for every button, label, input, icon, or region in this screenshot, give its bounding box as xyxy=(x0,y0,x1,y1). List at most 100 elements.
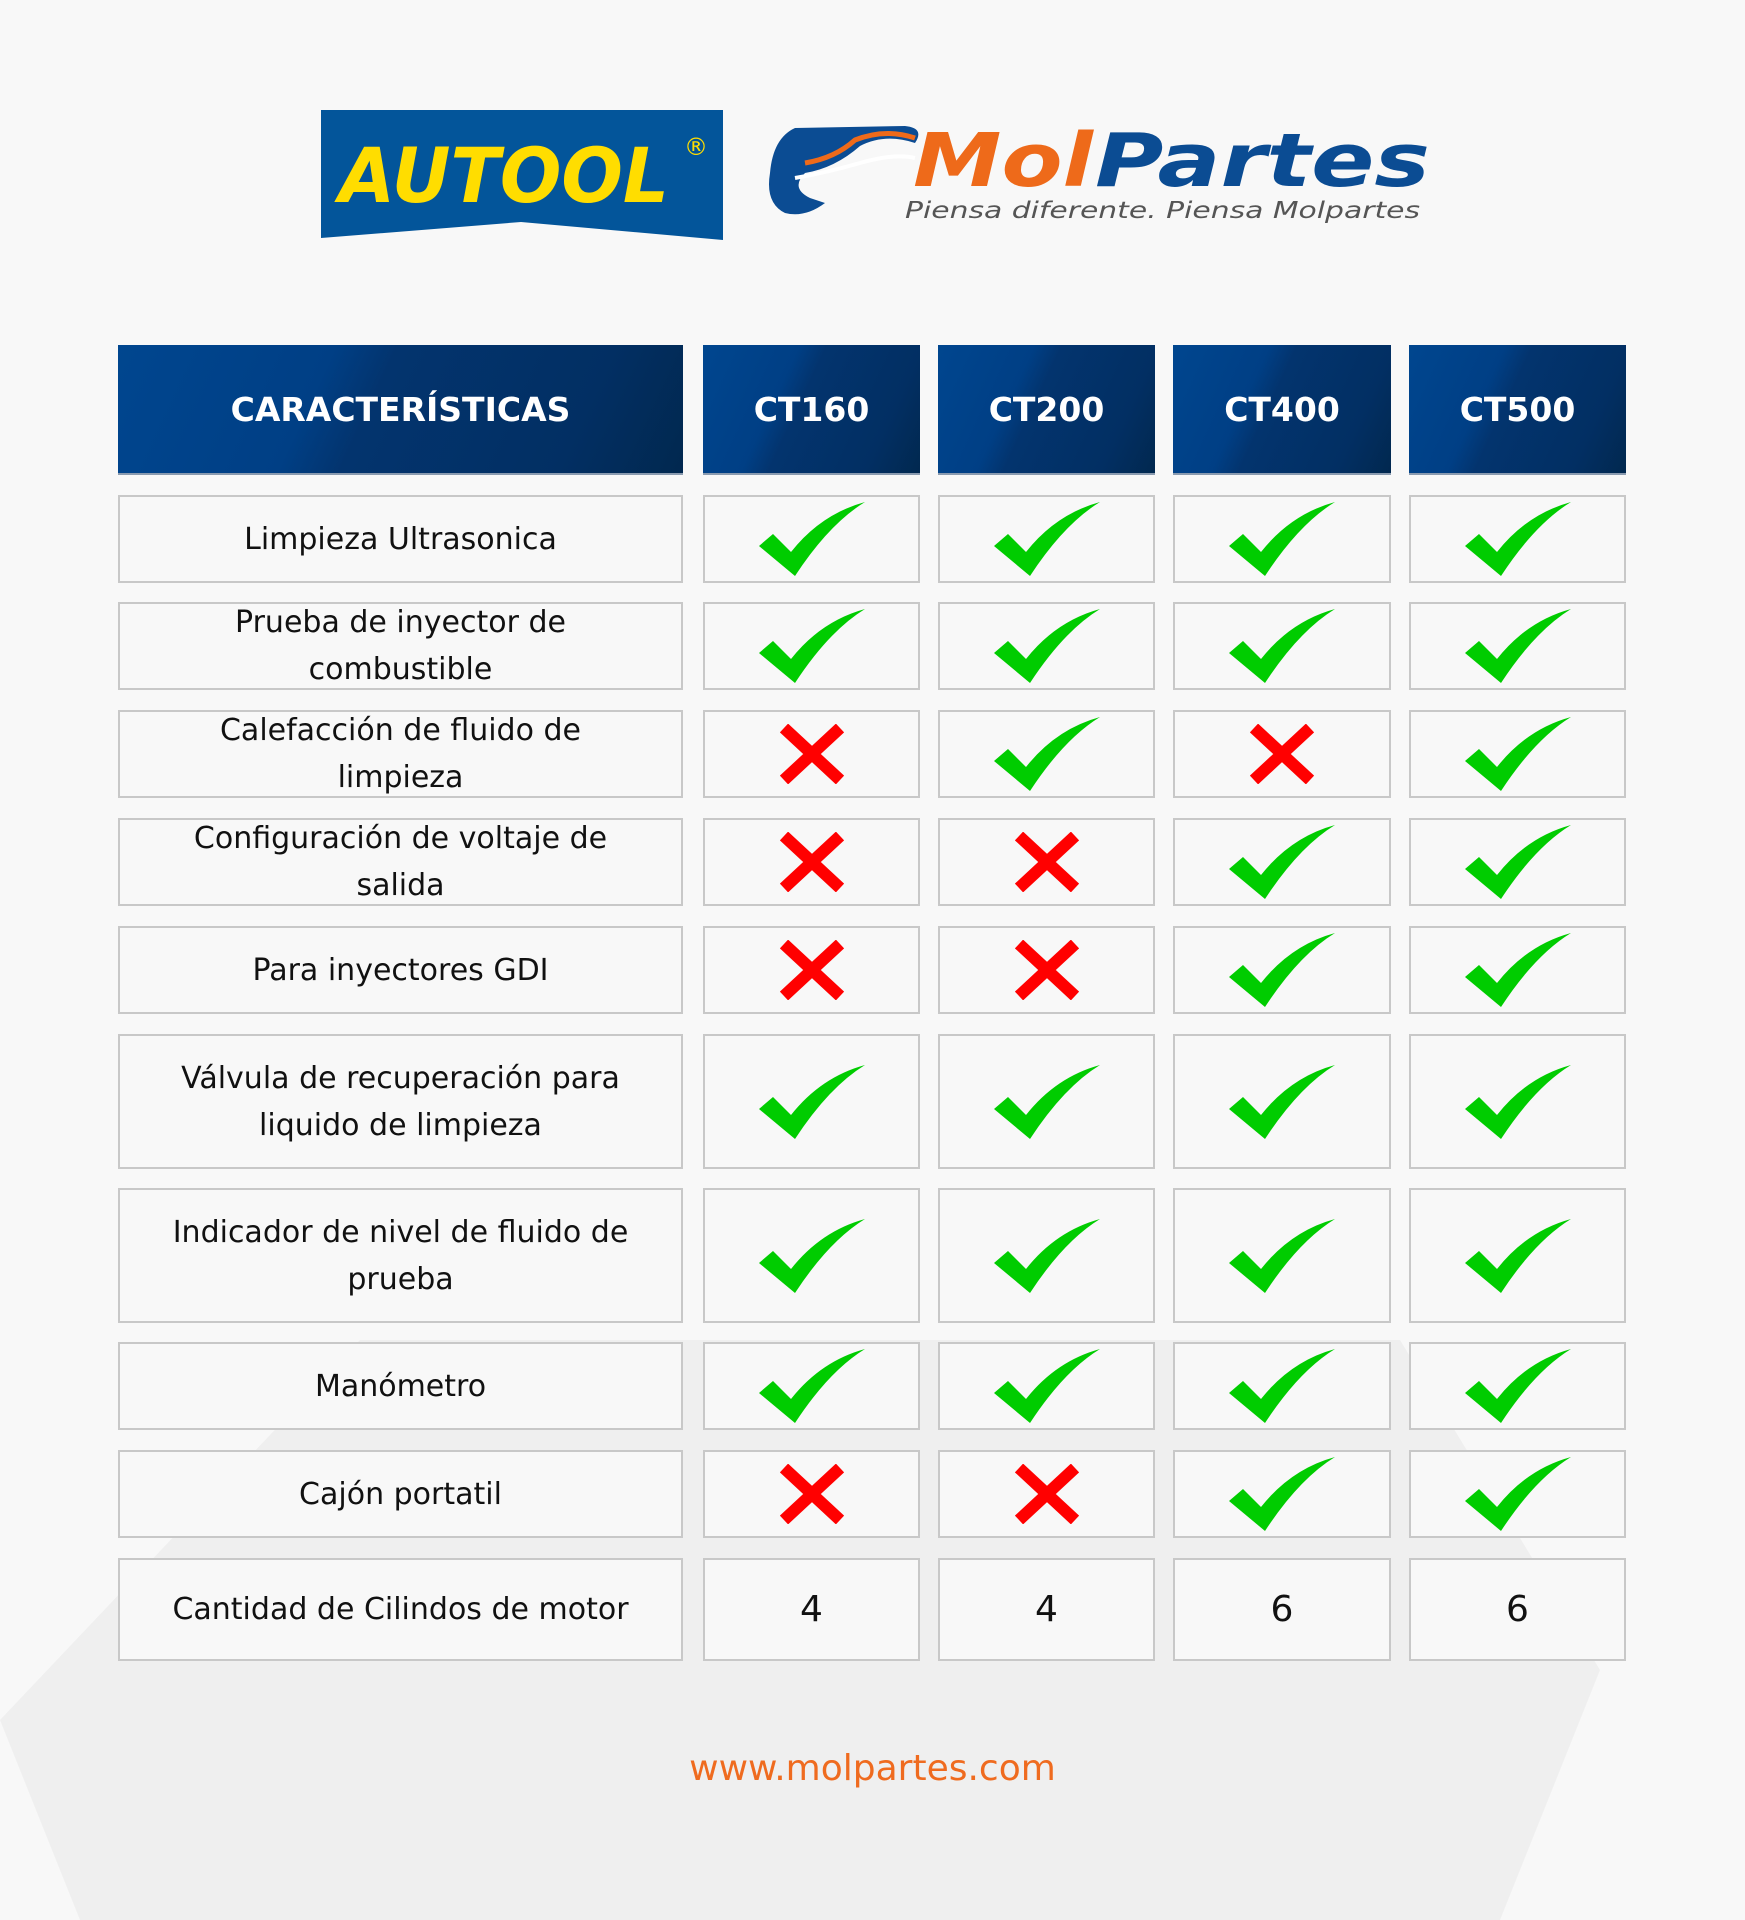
feature-cell: Configuración de voltaje de salida xyxy=(118,818,683,906)
feature-label: Prueba de inyector de combustible xyxy=(235,605,566,687)
feature-cell: Prueba de inyector de combustible xyxy=(118,602,683,690)
value-cell xyxy=(1409,926,1626,1014)
value-cell xyxy=(938,495,1155,583)
cross-icon xyxy=(779,940,844,1000)
feature-cell: Limpieza Ultrasonica xyxy=(118,495,683,583)
feature-cell: Cantidad de Cilindos de motor xyxy=(118,1558,683,1661)
check-icon xyxy=(993,717,1100,791)
cross-icon xyxy=(779,724,844,784)
value-cell xyxy=(938,1342,1155,1430)
autool-logo: AUTOOL ® xyxy=(321,110,723,240)
value-cell: 4 xyxy=(938,1558,1155,1661)
cylinder-count: 4 xyxy=(1035,1589,1058,1630)
value-cell xyxy=(1409,602,1626,690)
value-cell xyxy=(1409,1450,1626,1538)
check-icon xyxy=(758,1064,865,1139)
check-icon xyxy=(1229,1218,1335,1293)
feature-label: Calefacción de fluido de limpieza xyxy=(219,713,581,795)
value-cell xyxy=(938,602,1155,690)
value-cell xyxy=(703,710,920,798)
value-cell xyxy=(703,818,920,906)
header-label: CARACTERÍSTICAS xyxy=(230,389,571,429)
value-cell xyxy=(1173,818,1391,906)
feature-cell: Cajón portatil xyxy=(118,1450,683,1538)
check-icon xyxy=(993,1064,1100,1139)
feature-label: Cajón portatil xyxy=(299,1476,502,1512)
header-model: CT400 xyxy=(1173,345,1391,475)
cross-icon xyxy=(1014,832,1079,892)
check-icon xyxy=(1464,502,1571,576)
header-label: CT500 xyxy=(1459,389,1576,429)
header-model: CT200 xyxy=(938,345,1155,475)
svg-text:Piensa diferente. Piensa Molpa: Piensa diferente. Piensa Molpartes xyxy=(905,198,1420,223)
header-label: CT160 xyxy=(753,389,870,429)
check-icon xyxy=(1464,1218,1571,1293)
check-icon xyxy=(1464,609,1571,683)
value-cell xyxy=(938,1450,1155,1538)
check-icon xyxy=(1464,1457,1571,1531)
value-cell xyxy=(938,1034,1155,1169)
feature-cell: Válvula de recuperación para liquido de … xyxy=(118,1034,683,1169)
feature-label: Cantidad de Cilindos de motor xyxy=(172,1592,629,1627)
check-icon xyxy=(993,502,1100,576)
feature-label: Manómetro xyxy=(314,1368,487,1404)
check-icon xyxy=(1464,825,1571,899)
value-cell xyxy=(1409,1034,1626,1169)
value-cell xyxy=(1173,710,1391,798)
header-label: CT200 xyxy=(988,389,1105,429)
value-cell xyxy=(703,495,920,583)
value-cell xyxy=(703,926,920,1014)
value-cell xyxy=(1173,602,1391,690)
value-cell xyxy=(938,710,1155,798)
check-icon xyxy=(1229,609,1335,683)
cylinder-count: 6 xyxy=(1270,1589,1294,1630)
feature-cell: Manómetro xyxy=(118,1342,683,1430)
header-characteristics: CARACTERÍSTICAS xyxy=(118,345,683,475)
feature-cell: Para inyectores GDI xyxy=(118,926,683,1014)
value-cell: 6 xyxy=(1409,1558,1626,1661)
value-cell xyxy=(703,1188,920,1323)
cross-icon xyxy=(779,1464,844,1524)
check-icon xyxy=(1464,1349,1571,1423)
value-cell xyxy=(938,926,1155,1014)
value-cell xyxy=(703,1034,920,1169)
header-label: CT400 xyxy=(1224,389,1340,429)
feature-label: Válvula de recuperación para liquido de … xyxy=(181,1060,620,1143)
check-icon xyxy=(1229,825,1335,899)
feature-label: Para inyectores GDI xyxy=(252,952,549,988)
website-url[interactable]: www.molpartes.com xyxy=(689,1748,1056,1789)
value-cell: 6 xyxy=(1173,1558,1391,1661)
cylinder-count: 6 xyxy=(1506,1589,1529,1630)
cross-icon xyxy=(1250,724,1314,784)
check-icon xyxy=(758,609,865,683)
check-icon xyxy=(758,1218,865,1293)
check-icon xyxy=(993,1349,1100,1423)
value-cell xyxy=(938,818,1155,906)
value-cell xyxy=(1173,495,1391,583)
header-model: CT160 xyxy=(703,345,920,475)
value-cell xyxy=(1173,1188,1391,1323)
cross-icon xyxy=(1014,940,1079,1000)
value-cell xyxy=(938,1188,1155,1323)
header-model: CT500 xyxy=(1409,345,1626,475)
feature-label: Limpieza Ultrasonica xyxy=(244,521,557,557)
cross-icon xyxy=(779,832,844,892)
svg-text:®: ® xyxy=(684,133,708,161)
check-icon xyxy=(1229,502,1335,576)
feature-label: Configuración de voltaje de salida xyxy=(193,821,608,903)
molpartes-logo: Mol Partes Piensa diferente. Piensa Molp… xyxy=(769,118,1430,223)
value-cell xyxy=(1173,1034,1391,1169)
check-icon xyxy=(1229,1457,1335,1531)
cross-icon xyxy=(1014,1464,1079,1524)
value-cell xyxy=(1173,1342,1391,1430)
check-icon xyxy=(1464,1064,1571,1139)
svg-text:Partes: Partes xyxy=(1095,118,1430,204)
svg-text:AUTOOL: AUTOOL xyxy=(334,131,669,220)
value-cell xyxy=(703,602,920,690)
value-cell xyxy=(1173,1450,1391,1538)
check-icon xyxy=(1229,1349,1335,1423)
cylinder-count: 4 xyxy=(800,1589,823,1630)
value-cell xyxy=(1409,818,1626,906)
check-icon xyxy=(1464,933,1571,1007)
value-cell xyxy=(703,1450,920,1538)
